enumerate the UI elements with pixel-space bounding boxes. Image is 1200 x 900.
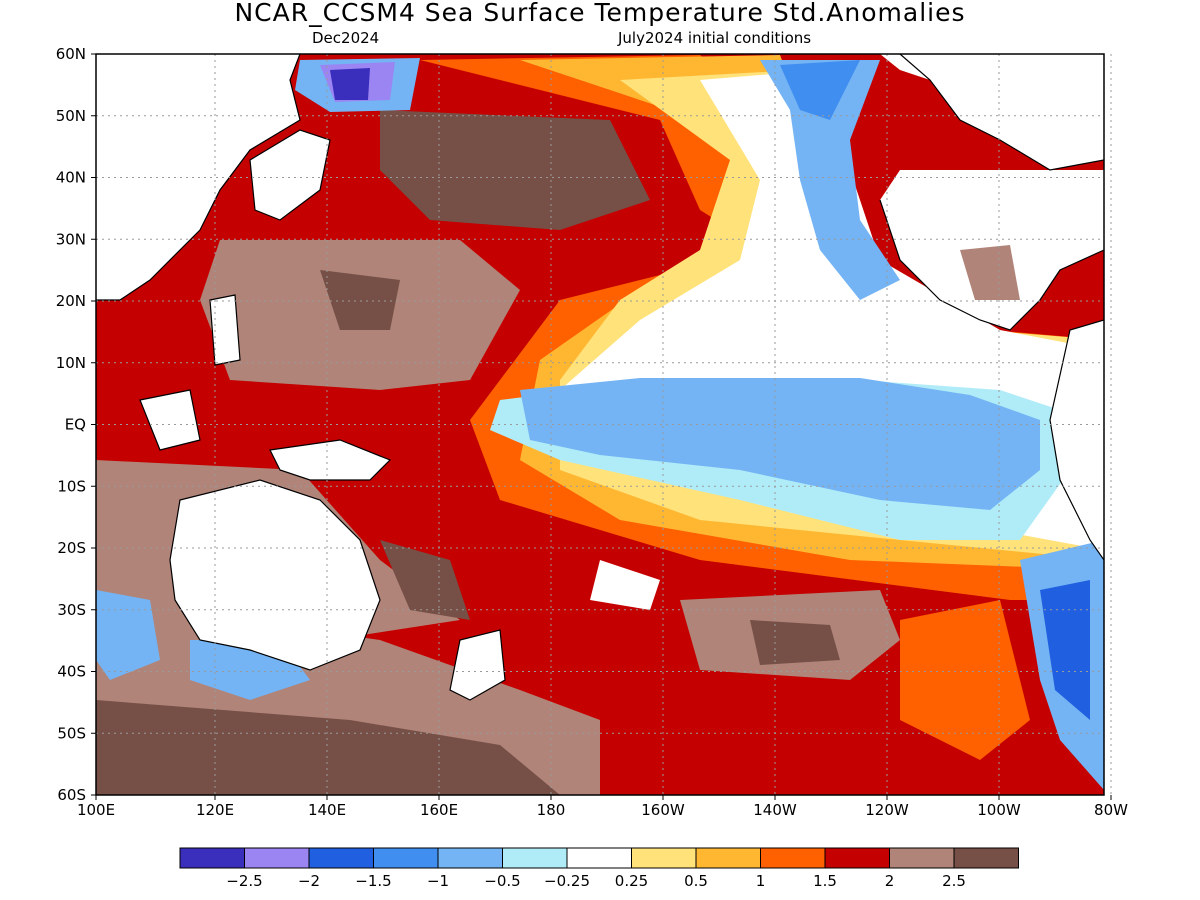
colorbar-swatch — [631, 847, 697, 869]
south-america-coast — [1049, 319, 1104, 561]
colorbar-label: −2 — [298, 872, 320, 890]
lon-tick-label: 180 — [537, 801, 566, 819]
australia-land — [170, 480, 380, 670]
colorbar-label: 0.5 — [684, 872, 708, 890]
philippines-coast — [209, 294, 241, 366]
latitude-axis: 60N 50N 40N 30N 20N 10N EQ 10S 20S 30S 40S 50S 60S — [56, 45, 96, 804]
colorbar-label: −1 — [427, 872, 449, 890]
new-guinea-coast — [269, 439, 392, 481]
lat-tick-label: 40N — [56, 169, 86, 187]
colorbar-label: 1.5 — [813, 872, 837, 890]
alaska-coast — [899, 54, 1104, 171]
new-guinea-land — [270, 440, 390, 480]
colorbar-swatch — [437, 847, 503, 869]
philippines-land — [210, 295, 240, 365]
colorbar-swatch — [695, 847, 761, 869]
colorbar-label: 2.5 — [942, 872, 966, 890]
colorbar-label: −1.5 — [355, 872, 391, 890]
colorbar-swatch — [502, 847, 568, 869]
western-pacific-very-warm — [320, 270, 400, 330]
lon-tick-label: 140E — [308, 801, 346, 819]
lat-tick-label: 60N — [56, 45, 86, 63]
southern-ocean-very-warm — [96, 700, 560, 795]
colorbar-swatch — [566, 847, 632, 869]
map-title: NCAR_CCSM4 Sea Surface Temperature Std.A… — [234, 0, 966, 27]
gulf-of-alaska-cool — [780, 60, 860, 120]
new-zealand-coast — [449, 629, 506, 701]
southeast-pacific-orange — [900, 600, 1030, 760]
coral-sea-very-warm — [380, 540, 470, 620]
lat-tick-label: 30S — [57, 601, 86, 619]
okhotsk-cold-core — [330, 68, 370, 100]
lon-tick-label: 100W — [977, 801, 1021, 819]
colorbar-swatch — [373, 847, 439, 869]
anomaly-field — [96, 54, 1104, 795]
lon-tick-label: 140W — [753, 801, 797, 819]
lat-tick-label: 50N — [56, 107, 86, 125]
lat-tick-label: 50S — [57, 724, 86, 742]
borneo-coast — [139, 389, 201, 451]
colorbar-swatch — [179, 847, 245, 869]
colorbar-label: −0.5 — [484, 872, 520, 890]
colorbar-swatch — [824, 847, 890, 869]
cold-tongue-core — [520, 378, 1040, 510]
lon-tick-label: 160W — [641, 801, 685, 819]
colorbar-swatch — [244, 847, 310, 869]
color-scale-legend: −2.5 −2 −1.5 −1 −0.5 −0.25 0.25 0.5 1 1.5 2 2.5 — [179, 847, 1019, 890]
lon-tick-label: 100E — [77, 801, 115, 819]
colorbar-swatch — [760, 847, 826, 869]
south-america-land — [1050, 320, 1104, 560]
lat-tick-label: 10N — [56, 354, 86, 372]
lat-tick-label: 20S — [57, 539, 86, 557]
gulf-of-mexico-warm — [960, 245, 1020, 300]
north-pacific-very-warm — [380, 110, 650, 230]
colorbar-swatch — [889, 847, 955, 869]
lon-tick-label: 120W — [865, 801, 909, 819]
australia-coast — [169, 479, 381, 671]
south-pacific-very-warm — [750, 620, 840, 665]
colorbar-swatch — [953, 847, 1019, 869]
mexico-coast — [879, 199, 1104, 331]
colorbar-label: −2.5 — [226, 872, 262, 890]
asia-coast — [96, 54, 301, 301]
forecast-target-month: Dec2024 — [312, 29, 380, 47]
lon-tick-label: 160E — [420, 801, 458, 819]
lon-tick-label: 120E — [196, 801, 234, 819]
humboldt-cold-core — [1040, 580, 1090, 720]
lat-tick-label: 60S — [57, 786, 86, 804]
initial-conditions-label: July2024 initial conditions — [618, 29, 812, 47]
colorbar-label: 0.25 — [615, 872, 648, 890]
lat-tick-label: 20N — [56, 292, 86, 310]
longitude-axis: 100E 120E 140E 160E 180 160W 140W 120W 100W 80W — [77, 795, 1128, 819]
colorbar-swatch — [308, 847, 374, 869]
lon-tick-label: 80W — [1094, 801, 1128, 819]
north-america-land — [880, 54, 1104, 170]
indian-ocean-cool — [96, 590, 160, 680]
new-zealand-land — [450, 630, 505, 700]
lat-tick-label: 10S — [57, 477, 86, 495]
south-pacific-neutral-spot — [590, 560, 660, 610]
northeast-pacific-cool — [760, 60, 900, 300]
borneo-land — [140, 390, 200, 450]
colorbar-label: 2 — [885, 872, 895, 890]
lat-tick-label: 40S — [57, 663, 86, 681]
lat-tick-label: EQ — [65, 416, 86, 434]
lat-tick-label: 30N — [56, 230, 86, 248]
lat-lon-grid — [96, 54, 1112, 795]
colorbar-label: 1 — [756, 872, 766, 890]
japan-coast — [249, 129, 331, 221]
coastlines — [96, 54, 1104, 701]
colorbar-label: −0.25 — [544, 872, 590, 890]
